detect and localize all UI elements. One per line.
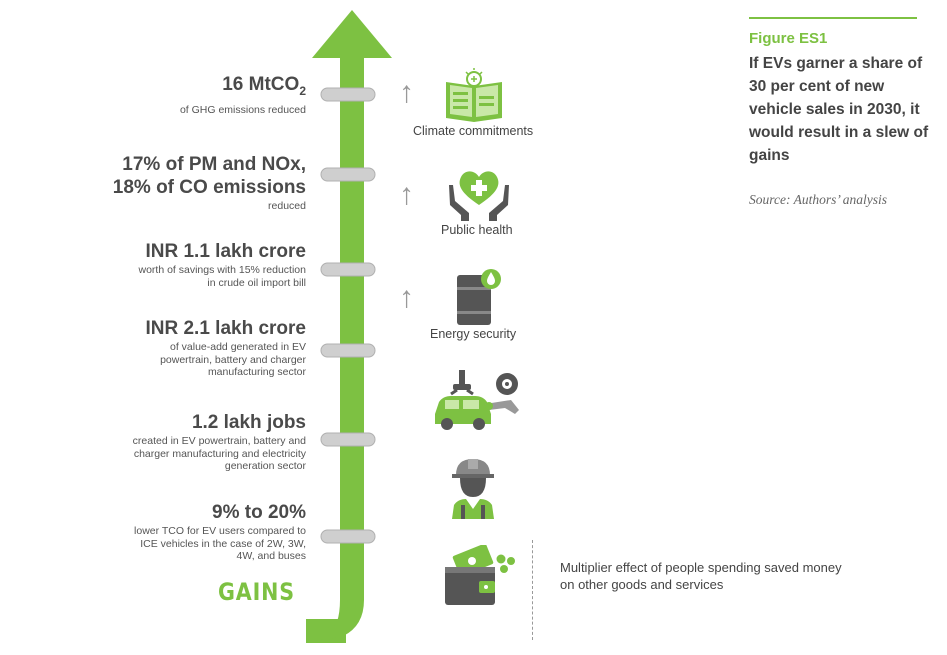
stat-savings: INR 1.1 lakh crore worth of savings with… xyxy=(131,240,306,289)
stat-ghg: 16 MtCO2 of GHG emissions reduced xyxy=(180,73,306,116)
climate-commitments-icon xyxy=(446,68,502,122)
stat-pollution: 17% of PM and NOx, 18% of CO emissions r… xyxy=(113,153,306,213)
stat-savings-desc: worth of savings with 15% reduction in c… xyxy=(138,264,306,289)
up-arrow-icon: ↑ xyxy=(399,178,414,211)
stat-pollution-line1: 17% of PM and NOx, xyxy=(122,154,306,175)
stat-ghg-value: 16 MtCO xyxy=(222,74,300,95)
arrow-rings xyxy=(320,87,376,544)
stat-jobs-value: 1.2 lakh jobs xyxy=(191,412,306,433)
stat-jobs: 1.2 lakh jobs created in EV powertrain, … xyxy=(126,411,306,473)
stat-value-add: INR 2.1 lakh crore of value-add generate… xyxy=(131,317,306,379)
stat-value-add-value: INR 2.1 lakh crore xyxy=(145,318,306,339)
divider xyxy=(532,540,533,640)
stat-tco-desc: lower TCO for EV users compared to ICE v… xyxy=(134,525,306,562)
stat-value-add-desc: of value-add generated in EV powertrain,… xyxy=(160,341,306,378)
climate-commitments-label: Climate commitments xyxy=(413,124,534,138)
up-arrow-icon: ↑ xyxy=(399,76,414,109)
multiplier-text: Multiplier effect of people spending sav… xyxy=(560,560,842,592)
up-arrow-icon: ↑ xyxy=(399,281,414,314)
figure-source: Source: Authors’ analysis xyxy=(749,192,887,207)
figure-rule xyxy=(749,17,917,19)
energy-security-label: Energy security xyxy=(430,327,517,341)
stat-ghg-subscript: 2 xyxy=(299,83,306,98)
stat-pollution-desc: reduced xyxy=(268,200,306,212)
figure-title: If EVs garner a share of 30 per cent of … xyxy=(749,55,929,164)
stat-savings-value: INR 1.1 lakh crore xyxy=(145,241,306,262)
energy-security-icon xyxy=(457,269,501,325)
public-health-icon xyxy=(449,171,509,221)
stat-ghg-desc: of GHG emissions reduced xyxy=(179,103,306,116)
wallet-money-icon xyxy=(445,545,515,605)
stat-pollution-line2: 18% of CO emissions xyxy=(112,177,306,198)
figure-label: Figure ES1 xyxy=(749,30,828,47)
worker-icon xyxy=(452,459,494,519)
public-health-label: Public health xyxy=(441,223,513,237)
arrow-head xyxy=(312,10,392,58)
stat-jobs-desc: created in EV powertrain, battery and ch… xyxy=(132,435,306,472)
ev-manufacturing-icon xyxy=(435,370,519,430)
gains-label: GAINS xyxy=(218,578,296,606)
stat-tco-value: 9% to 20% xyxy=(212,502,306,523)
stat-tco: 9% to 20% lower TCO for EV users compare… xyxy=(126,501,306,563)
